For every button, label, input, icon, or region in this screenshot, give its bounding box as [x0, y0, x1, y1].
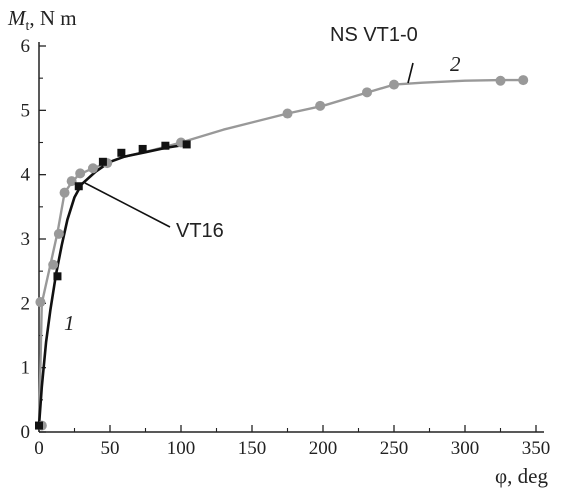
- series-2-point: [53, 228, 64, 239]
- series-layer: [35, 75, 529, 431]
- annotation-ns-vt1-0: NS VT1-0: [330, 24, 418, 46]
- series-2-point: [389, 79, 399, 90]
- series-1-point: [161, 141, 170, 150]
- series-2-point: [35, 297, 46, 308]
- x-tick-label: 150: [238, 438, 267, 459]
- y-axis-title: Mt, N m: [7, 6, 77, 34]
- x-tick-label: 50: [101, 438, 120, 459]
- x-tick-label: 0: [34, 438, 44, 459]
- series-2-point: [518, 75, 529, 86]
- series-2-line: [37, 78, 522, 426]
- series-1-point: [74, 182, 83, 191]
- x-tick-label: 250: [380, 438, 409, 459]
- y-tick-label: 2: [21, 293, 31, 314]
- series-label-2: 2: [450, 52, 461, 76]
- series-2-point: [75, 168, 86, 179]
- series-2-point: [59, 187, 70, 198]
- series-label-1: 1: [64, 311, 75, 335]
- y-tick-label: 4: [21, 165, 31, 186]
- series-2-point: [282, 108, 293, 119]
- series-2-point: [48, 259, 59, 270]
- series-2-point: [315, 100, 326, 111]
- vt16-leader-line: [84, 182, 171, 228]
- y-tick-label: 1: [21, 358, 31, 379]
- series-2-point: [495, 75, 506, 86]
- annotation-vt16: VT16: [176, 220, 224, 242]
- ns-vt1-0-leader-line: [407, 62, 414, 84]
- series-1-point: [53, 272, 62, 281]
- x-tick-label: 100: [167, 438, 196, 459]
- x-tick-label: 300: [451, 438, 480, 459]
- x-axis-title: φ, deg: [495, 464, 548, 488]
- series-1-point: [182, 140, 191, 149]
- series-1-point: [117, 148, 126, 157]
- series-1-line: [37, 143, 189, 426]
- y-axis-title-subscript: t: [26, 19, 30, 34]
- y-axis-title-unit: , N m: [29, 6, 76, 30]
- series-1-point: [35, 421, 43, 430]
- y-tick-label: 0: [21, 422, 31, 443]
- series-1-point: [98, 157, 107, 166]
- series-2-point: [66, 176, 77, 187]
- axes: 0 50 100 150 200 250 300 350 0 1 2 3 4 5 6: [21, 36, 551, 459]
- series-2-point: [362, 87, 373, 98]
- y-tick-label: 6: [21, 36, 31, 57]
- y-tick-label: 5: [21, 100, 31, 121]
- x-tick-label: 200: [309, 438, 338, 459]
- y-axis-title-main: M: [7, 6, 27, 30]
- x-tick-label: 350: [522, 438, 551, 459]
- series-2-point: [87, 163, 98, 174]
- series-1-point: [138, 144, 147, 153]
- y-tick-label: 3: [21, 229, 31, 250]
